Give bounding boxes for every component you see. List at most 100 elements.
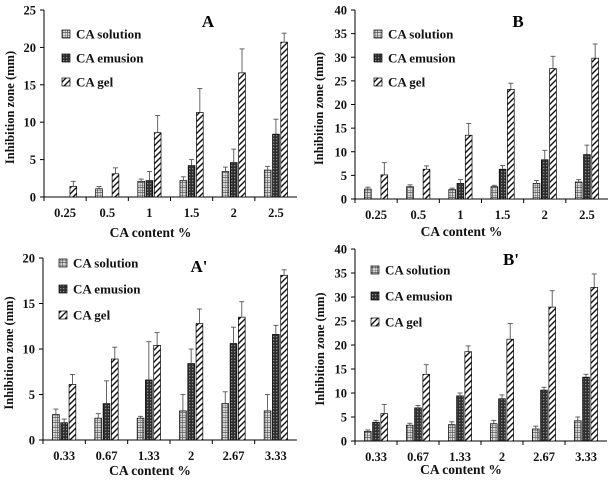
bar-solution <box>448 424 456 442</box>
bar-gel <box>111 358 119 441</box>
legend-label-solution: CA solution <box>388 27 454 42</box>
x-tick-label: 0.67 <box>407 450 429 464</box>
legend-label-emusion: CA emusion <box>73 282 141 297</box>
legend-label-gel: CA gel <box>73 308 111 323</box>
bar-solution <box>364 431 372 442</box>
x-tick-label: 2.67 <box>533 450 555 464</box>
legend-swatch-emusion <box>61 53 71 63</box>
y-tick-label: 10 <box>335 145 348 159</box>
x-tick-label: 0.25 <box>54 206 76 220</box>
legend-swatch-solution <box>373 29 383 39</box>
y-tick-label: 25 <box>335 315 348 329</box>
x-tick-label: 2 <box>542 208 548 222</box>
y-tick-label: 0 <box>30 191 36 205</box>
legend-swatch-emusion <box>58 284 68 294</box>
y-tick-label: 5 <box>341 169 347 183</box>
bar-gel <box>280 274 288 441</box>
bar-emusion <box>456 183 465 200</box>
bar-emusion <box>102 403 111 441</box>
y-axis-title: Inhibition zone (mm) <box>313 292 327 405</box>
chart-panel-A-prime: 0 5 10 15 20 0.33 0.67 1.33 2 2.67 3.33 A' CA soluti… <box>2 252 297 478</box>
legend-swatch-solution <box>370 265 380 275</box>
legend-swatch-gel <box>58 310 68 320</box>
x-tick-label: 1.5 <box>184 206 200 220</box>
legend-label-emusion: CA emusion <box>388 51 456 66</box>
legend-swatch-solution <box>61 29 71 39</box>
bar-solution <box>179 180 188 198</box>
bar-emusion <box>540 389 548 442</box>
y-axis-title: Inhibition zone (mm) <box>3 51 17 164</box>
x-tick-label: 1.33 <box>138 449 160 463</box>
panel-title: B' <box>503 250 519 269</box>
bar-solution <box>221 403 229 441</box>
y-tick-label: 15 <box>23 297 36 311</box>
y-tick-label: 10 <box>23 343 36 357</box>
chart-panel-A: 0 5 10 15 20 25 0.25 0.5 1 1.5 2 2.5 A CA solution CA … <box>3 4 297 240</box>
y-axis-title: Inhibition zone (mm) <box>2 296 16 409</box>
legend-label-solution: CA solution <box>73 256 139 271</box>
bar-emusion <box>145 180 154 198</box>
y-tick-label: 5 <box>341 411 347 425</box>
bar-gel <box>195 323 204 441</box>
bar-solution <box>95 188 103 198</box>
bar-emusion <box>187 363 195 441</box>
y-tick-label: 20 <box>23 252 36 266</box>
x-tick-label: 1 <box>146 206 152 220</box>
bar-solution <box>448 189 456 200</box>
bar-solution <box>532 428 540 442</box>
y-tick-label: 0 <box>29 434 35 448</box>
bar-gel <box>464 351 472 442</box>
bar-emusion <box>498 168 507 200</box>
x-axis-title: CA content % <box>420 462 502 477</box>
bar-emusion <box>583 154 591 200</box>
x-tick-label: 3.33 <box>575 450 597 464</box>
y-tick-label: 15 <box>335 363 348 377</box>
bar-emusion <box>272 334 280 441</box>
panel-title: B <box>512 12 523 31</box>
bar-gel <box>380 174 389 200</box>
legend-label-solution: CA solution <box>385 263 451 278</box>
y-tick-label: 10 <box>335 387 348 401</box>
legend-label-gel: CA gel <box>388 75 426 90</box>
y-tick-label: 15 <box>24 78 37 92</box>
x-tick-label: 2.5 <box>268 206 284 220</box>
bar-solution <box>137 180 145 198</box>
x-tick-label: 2.5 <box>579 208 595 222</box>
bar-solution <box>406 424 414 442</box>
bar-gel <box>69 186 78 198</box>
bar-solution <box>52 414 60 441</box>
x-tick-label: 2 <box>231 206 237 220</box>
bar-solution <box>574 181 583 200</box>
bar-gel <box>68 384 77 441</box>
y-tick-label: 0 <box>341 435 347 449</box>
y-tick-label: 35 <box>335 267 348 281</box>
x-axis-title: CA content % <box>421 224 503 239</box>
x-axis-title: CA content % <box>110 225 192 240</box>
chart-panel-B: 0 5 10 15 20 25 30 35 40 0.25 0.5 1 1.5 2 2.5 B CA solut… <box>312 4 608 239</box>
x-tick-label: 0.33 <box>365 450 387 464</box>
y-tick-label: 40 <box>335 243 348 257</box>
bar-gel <box>507 89 515 200</box>
bar-emusion <box>541 159 549 200</box>
bar-solution <box>490 423 498 442</box>
bar-solution <box>179 410 187 441</box>
bar-emusion <box>498 398 506 442</box>
legend-label-emusion: CA emusion <box>76 51 144 66</box>
y-tick-label: 35 <box>335 27 348 41</box>
bar-gel <box>422 168 431 200</box>
bar-solution <box>94 417 102 441</box>
y-tick-label: 20 <box>335 339 348 353</box>
x-tick-label: 0.5 <box>99 206 115 220</box>
bar-gel <box>506 338 514 442</box>
bar-emusion <box>187 165 196 198</box>
bar-solution <box>532 183 541 200</box>
bar-gel <box>549 68 557 200</box>
x-tick-label: 0.5 <box>410 208 426 222</box>
y-tick-label: 5 <box>30 153 36 167</box>
bar-solution <box>263 410 272 441</box>
y-tick-label: 20 <box>335 98 348 112</box>
y-tick-label: 40 <box>335 4 348 18</box>
bar-emusion <box>582 376 590 442</box>
y-tick-label: 30 <box>335 51 348 65</box>
